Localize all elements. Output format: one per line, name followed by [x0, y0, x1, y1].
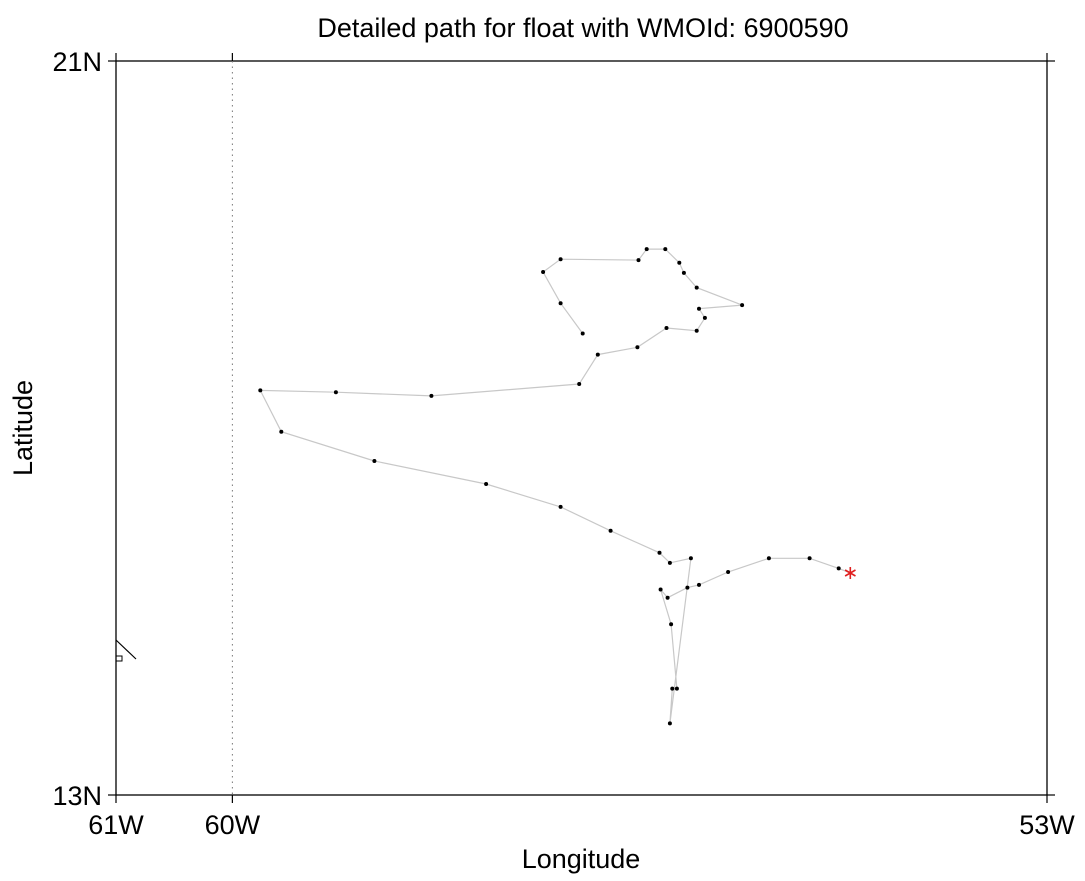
axis-tick-labels: 61W 60W 53W 21N 13N: [52, 47, 1075, 840]
float-position-point: [636, 258, 641, 263]
x-tick-label: 53W: [1019, 810, 1075, 840]
float-position-point: [558, 257, 563, 262]
latest-position-asterisk: [844, 567, 856, 579]
float-position-point: [258, 388, 263, 393]
float-position-point: [702, 315, 707, 320]
float-positions: [258, 247, 841, 726]
x-tick-label: 61W: [88, 810, 144, 840]
float-position-point: [635, 345, 640, 350]
float-position-point: [766, 556, 771, 561]
float-position-point: [657, 550, 662, 555]
float-position-point: [697, 582, 701, 587]
float-position-point: [558, 301, 563, 306]
latest-position-marker: [844, 567, 856, 579]
float-position-point: [669, 622, 674, 627]
float-position-point: [484, 482, 489, 486]
x-axis-label: Longitude: [522, 844, 641, 874]
chart-title: Detailed path for float with WMOId: 6900…: [317, 13, 848, 43]
float-position-point: [665, 595, 670, 600]
float-position-point: [681, 270, 686, 275]
y-tick-label: 13N: [52, 781, 102, 811]
float-position-point: [663, 247, 668, 252]
float-position-point: [667, 560, 672, 565]
float-position-point: [694, 328, 699, 333]
coastline-fragment: [115, 639, 137, 662]
float-position-point: [658, 587, 663, 592]
float-position-point: [670, 686, 675, 691]
y-axis-label: Latitude: [8, 380, 38, 476]
plot-frame: [115, 60, 1048, 796]
float-position-point: [694, 285, 699, 290]
float-position-point: [372, 459, 377, 463]
float-track: [259, 248, 851, 724]
float-position-point: [429, 393, 434, 398]
float-position-point: [740, 303, 745, 308]
float-position-point: [726, 570, 731, 574]
float-position-point: [644, 247, 649, 252]
float-position-point: [677, 260, 682, 265]
float-position-point: [688, 556, 693, 561]
float-position-point: [541, 270, 546, 274]
float-position-point: [685, 585, 690, 590]
float-position-point: [667, 721, 672, 726]
float-position-point: [279, 429, 284, 434]
x-tick-label: 60W: [205, 810, 261, 840]
float-position-point: [558, 504, 563, 509]
float-position-point: [674, 686, 679, 691]
axis-ticks: [108, 53, 1055, 803]
y-tick-label: 21N: [52, 47, 102, 77]
float-position-point: [664, 326, 669, 330]
float-position-point: [333, 390, 338, 395]
float-position-point: [577, 382, 582, 386]
float-position-point: [807, 556, 812, 561]
float-position-point: [836, 566, 841, 571]
float-position-point: [595, 352, 600, 357]
track-line: [259, 248, 851, 724]
float-position-point: [580, 331, 585, 336]
float-position-point: [608, 528, 613, 533]
float-position-point: [697, 306, 701, 311]
